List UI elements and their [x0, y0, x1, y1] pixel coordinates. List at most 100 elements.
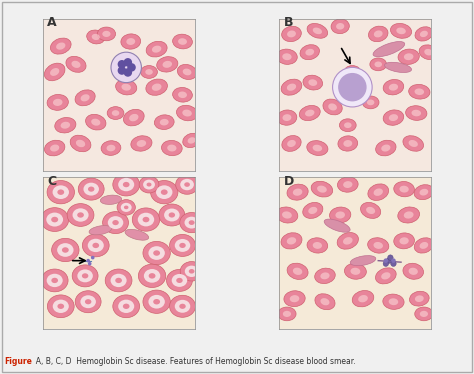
Ellipse shape [366, 207, 375, 214]
Ellipse shape [117, 200, 136, 215]
Ellipse shape [277, 110, 297, 125]
Circle shape [118, 60, 126, 68]
Ellipse shape [50, 144, 59, 151]
Ellipse shape [45, 63, 65, 81]
Circle shape [118, 66, 126, 75]
Ellipse shape [381, 272, 391, 279]
Ellipse shape [287, 140, 296, 147]
Ellipse shape [108, 216, 123, 229]
Ellipse shape [152, 83, 162, 91]
Ellipse shape [287, 184, 308, 200]
Circle shape [111, 52, 141, 83]
Ellipse shape [125, 229, 149, 240]
Ellipse shape [300, 45, 319, 60]
Ellipse shape [57, 304, 64, 309]
Ellipse shape [424, 49, 433, 55]
Ellipse shape [303, 202, 323, 218]
Ellipse shape [184, 217, 199, 229]
Ellipse shape [176, 278, 182, 283]
Circle shape [383, 258, 388, 263]
Ellipse shape [368, 238, 389, 253]
Ellipse shape [343, 181, 353, 188]
Ellipse shape [415, 307, 433, 321]
Ellipse shape [162, 140, 182, 156]
Ellipse shape [173, 88, 192, 102]
Ellipse shape [143, 180, 155, 190]
Ellipse shape [47, 295, 74, 318]
Ellipse shape [182, 68, 191, 75]
Ellipse shape [112, 110, 119, 116]
Circle shape [388, 255, 393, 260]
Ellipse shape [420, 31, 428, 37]
Ellipse shape [313, 242, 322, 249]
Ellipse shape [383, 294, 404, 309]
Ellipse shape [118, 300, 134, 313]
Ellipse shape [132, 208, 160, 231]
Ellipse shape [176, 175, 199, 194]
Ellipse shape [419, 242, 428, 249]
Ellipse shape [146, 79, 167, 95]
Ellipse shape [324, 219, 350, 232]
Ellipse shape [41, 208, 69, 232]
Ellipse shape [131, 136, 152, 151]
Ellipse shape [320, 298, 329, 305]
Ellipse shape [175, 239, 190, 252]
Ellipse shape [75, 90, 95, 106]
Ellipse shape [307, 141, 328, 156]
Ellipse shape [313, 28, 322, 34]
Ellipse shape [389, 298, 398, 305]
Ellipse shape [121, 34, 141, 49]
Ellipse shape [303, 75, 323, 90]
Ellipse shape [317, 186, 327, 193]
Ellipse shape [374, 242, 383, 249]
Ellipse shape [320, 272, 329, 279]
Ellipse shape [138, 213, 154, 226]
Circle shape [86, 259, 90, 263]
Ellipse shape [83, 183, 99, 196]
Ellipse shape [81, 94, 90, 101]
Ellipse shape [152, 46, 161, 53]
Ellipse shape [173, 34, 192, 49]
Ellipse shape [73, 208, 89, 222]
Ellipse shape [374, 188, 383, 196]
Ellipse shape [381, 144, 391, 151]
Ellipse shape [57, 243, 73, 257]
Circle shape [391, 261, 396, 266]
Ellipse shape [383, 79, 404, 95]
Ellipse shape [151, 181, 178, 204]
Ellipse shape [336, 211, 345, 218]
Ellipse shape [414, 185, 434, 200]
Ellipse shape [112, 220, 119, 225]
Ellipse shape [75, 291, 101, 313]
Ellipse shape [287, 263, 308, 279]
Text: A: A [47, 16, 57, 29]
Ellipse shape [329, 207, 351, 223]
Ellipse shape [278, 307, 296, 321]
Text: Figure: Figure [5, 357, 33, 366]
Ellipse shape [176, 105, 198, 121]
Ellipse shape [177, 64, 197, 79]
Circle shape [386, 258, 392, 263]
Ellipse shape [409, 268, 418, 275]
Ellipse shape [77, 212, 84, 218]
Ellipse shape [143, 217, 149, 222]
Ellipse shape [51, 278, 58, 283]
Ellipse shape [78, 178, 104, 200]
Ellipse shape [344, 65, 361, 78]
Ellipse shape [82, 234, 109, 257]
Ellipse shape [415, 295, 424, 302]
Circle shape [338, 73, 366, 101]
Ellipse shape [167, 145, 176, 151]
Ellipse shape [102, 212, 128, 234]
Ellipse shape [107, 145, 116, 151]
Ellipse shape [178, 92, 187, 98]
Ellipse shape [343, 237, 353, 245]
Ellipse shape [283, 114, 292, 121]
Ellipse shape [41, 269, 68, 292]
Ellipse shape [287, 30, 296, 37]
Ellipse shape [139, 176, 159, 193]
Ellipse shape [394, 181, 414, 197]
Ellipse shape [53, 300, 69, 313]
Ellipse shape [323, 99, 342, 115]
Ellipse shape [57, 190, 64, 195]
